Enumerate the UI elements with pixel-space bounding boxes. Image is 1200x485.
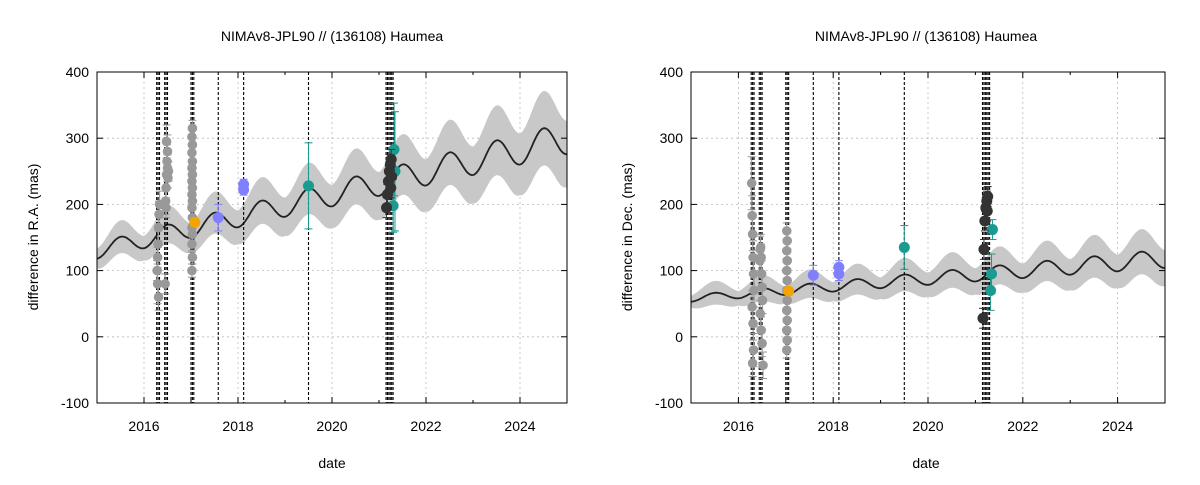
data-point (303, 180, 314, 192)
data-point (986, 268, 998, 280)
x-tick-label: 2016 (723, 418, 754, 434)
y-tick-label: 400 (66, 64, 90, 80)
data-point (189, 216, 201, 228)
dec-panel: NIMAv8-JPL90 // (136108) Haumea date dif… (619, 28, 1166, 471)
plot-area (691, 72, 1165, 403)
data-point (385, 153, 397, 165)
data-point (982, 190, 994, 202)
y-tick-label: 100 (66, 263, 90, 279)
x-tick-label: 2016 (128, 418, 159, 434)
data-point (757, 338, 767, 349)
data-point (756, 252, 766, 263)
data-point (747, 229, 758, 239)
y-axis-label: difference in Dec. (mas) (619, 163, 635, 311)
data-point (187, 265, 197, 276)
x-axis-label: date (318, 455, 345, 471)
data-point (162, 146, 173, 157)
data-point (187, 132, 197, 142)
data-point (153, 239, 163, 249)
chart-title: NIMAv8-JPL90 // (136108) Haumea (815, 28, 1038, 44)
data-point (898, 241, 910, 253)
data-point (758, 360, 768, 371)
y-tick-label: 300 (660, 130, 684, 146)
data-point (978, 243, 990, 255)
data-point (386, 171, 398, 183)
data-point (747, 358, 758, 369)
data-point (977, 312, 989, 324)
model-curve (97, 127, 567, 260)
x-tick-label: 2022 (410, 418, 441, 434)
data-point (238, 179, 250, 191)
y-tick-label: 200 (66, 196, 90, 212)
y-tick-label: -100 (655, 395, 683, 411)
x-tick-label: 2024 (504, 418, 535, 434)
data-point (163, 166, 174, 177)
x-tick-label: 2020 (912, 418, 943, 434)
x-tick-label: 2020 (316, 418, 347, 434)
ra-panel: NIMAv8-JPL90 // (136108) Haumea date dif… (25, 28, 568, 471)
data-point (187, 156, 198, 167)
data-point (161, 202, 171, 213)
data-point (833, 261, 845, 273)
data-point (161, 136, 172, 147)
x-tick-label: 2022 (1007, 418, 1038, 434)
x-tick-label: 2018 (222, 418, 253, 434)
data-point (160, 279, 170, 289)
data-point (748, 318, 758, 329)
y-tick-label: 100 (660, 263, 684, 279)
y-axis-label: difference in R.A. (mas) (25, 164, 41, 311)
data-point (783, 285, 795, 297)
data-point (187, 123, 198, 134)
data-point (985, 284, 997, 296)
data-point (807, 269, 819, 281)
y-tick-label: 200 (660, 196, 684, 212)
data-point (385, 182, 397, 194)
data-point (746, 178, 757, 189)
x-axis-label: date (912, 455, 939, 471)
data-point (153, 292, 164, 302)
data-point (986, 224, 998, 236)
y-tick-label: -100 (61, 395, 89, 411)
uncertainty-band (97, 90, 567, 269)
data-point (212, 212, 224, 224)
model-curve (691, 250, 1165, 303)
y-tick-label: 0 (81, 329, 89, 345)
data-point (381, 202, 393, 214)
y-tick-label: 400 (660, 64, 684, 80)
uncertainty-band (691, 229, 1165, 309)
y-tick-label: 0 (675, 329, 683, 345)
data-point (781, 226, 792, 236)
x-tick-label: 2018 (818, 418, 849, 434)
data-point (981, 205, 993, 217)
plot-area (97, 72, 567, 403)
x-tick-label: 2024 (1102, 418, 1133, 434)
data-point (755, 308, 766, 319)
chart-title: NIMAv8-JPL90 // (136108) Haumea (221, 28, 444, 44)
y-tick-label: 300 (66, 130, 90, 146)
data-point (187, 252, 198, 263)
